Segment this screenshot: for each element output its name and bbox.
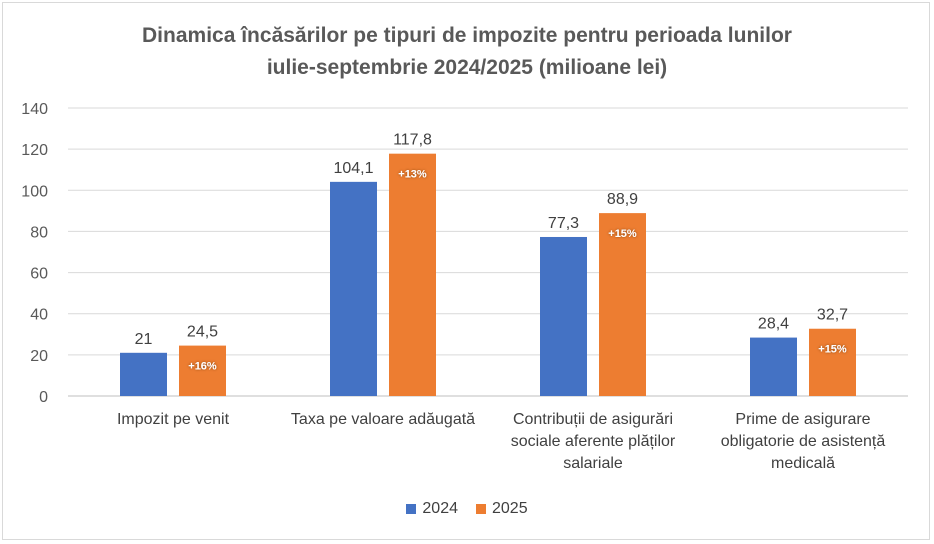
y-tick-label: 80 — [30, 224, 48, 241]
chart-title-line: iulie-septembrie 2024/2025 (milioane lei… — [266, 56, 668, 79]
bar-2025 — [809, 328, 856, 396]
legend-item-2025: 2025 — [476, 500, 528, 518]
percent-change-label: +15% — [608, 228, 637, 240]
bar-2024 — [330, 181, 377, 396]
percent-change-label: +13% — [398, 169, 427, 181]
y-tick-label: 0 — [39, 389, 48, 406]
legend-swatch — [476, 504, 486, 514]
bar-2024 — [120, 352, 167, 396]
legend-label: 2025 — [492, 500, 528, 517]
legend: 2024 2025 — [0, 500, 934, 518]
data-label: 77,3 — [548, 215, 579, 232]
bar-2024 — [540, 236, 587, 396]
bar-2025 — [389, 153, 436, 396]
legend-item-2024: 2024 — [406, 500, 458, 518]
data-label: 24,5 — [187, 324, 218, 341]
x-category-label: Contribuții de asigurări sociale aferent… — [510, 411, 676, 472]
legend-label: 2024 — [422, 500, 458, 517]
percent-change-label: +15% — [818, 344, 847, 356]
data-label: 32,7 — [817, 307, 848, 324]
x-category-label: Taxa pe valoare adăugată — [290, 411, 476, 428]
bar-2025 — [599, 213, 646, 396]
legend-swatch — [406, 504, 417, 514]
chart-title-line: Dinamica încăsărilor pe tipuri de impozi… — [142, 24, 792, 47]
y-tick-label: 60 — [30, 266, 48, 283]
data-label: 117,8 — [393, 132, 432, 149]
y-tick-label: 140 — [21, 101, 48, 118]
data-label: 88,9 — [607, 191, 638, 208]
data-label: 28,4 — [758, 316, 789, 333]
data-label: 21 — [135, 331, 153, 348]
chart-title: Dinamica încăsărilor pe tipuri de impozi… — [0, 20, 934, 84]
bar-2025 — [179, 345, 226, 396]
x-category-label: Impozit pe venit — [116, 411, 230, 428]
bar-2024 — [750, 337, 797, 396]
x-category-label: Prime de asigurare obligatorie de asiste… — [720, 411, 886, 472]
percent-change-label: +16% — [188, 361, 217, 373]
y-tick-label: 120 — [21, 142, 48, 159]
y-tick-label: 40 — [30, 307, 48, 324]
data-label: 104,1 — [333, 160, 373, 177]
y-tick-label: 20 — [30, 348, 48, 365]
y-tick-label: 100 — [21, 183, 48, 200]
